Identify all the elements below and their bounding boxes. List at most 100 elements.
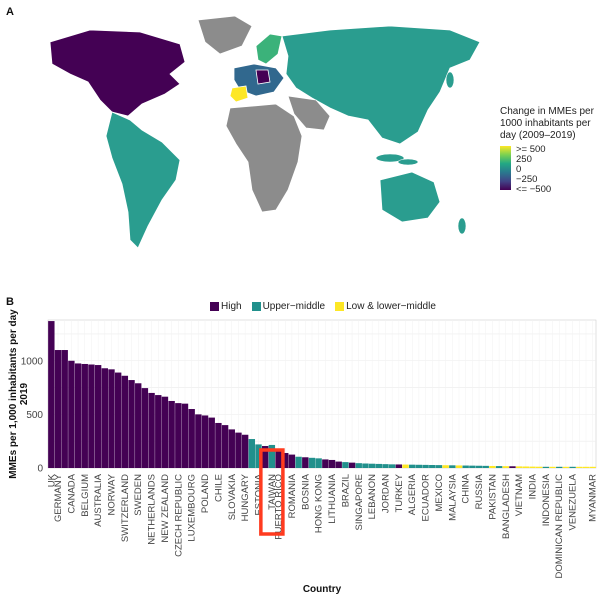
map-region-africa (225, 103, 303, 213)
map-region-australia (379, 171, 441, 223)
panel-b-label: B (6, 296, 14, 308)
x-tick-label: VENEZUELA (568, 473, 579, 530)
bar-france (168, 400, 175, 468)
x-tick-label: CHINA (461, 473, 472, 503)
bar-kazakhstan (375, 463, 382, 468)
y-tick-label: 1000 (21, 356, 44, 367)
map-legend-tick: −250 (516, 174, 538, 185)
map-region-central-and-south-america (105, 111, 181, 249)
bar-russia (475, 465, 483, 468)
x-tick-label: NETHERLANDS (147, 474, 158, 545)
map-island (457, 217, 467, 235)
bar-kenya (582, 466, 590, 468)
bar-malaysia (449, 465, 456, 468)
bar-bulgaria (335, 461, 342, 468)
bar-taiwan (268, 444, 276, 468)
x-axis-title: Country (303, 584, 342, 595)
x-tick-label: PAKISTAN (487, 474, 498, 520)
legend-item-low-lower-middle: Low & lower−middle (335, 301, 436, 312)
bar-singapore (355, 463, 362, 468)
bar-myanmar (589, 466, 596, 468)
bar-venezuela (569, 466, 576, 468)
bar-sri-lanka (536, 466, 543, 468)
x-tick-label: JORDAN (380, 474, 391, 513)
x-tick-label: TAIWAN (267, 474, 278, 510)
map-legend-tick: >= 500 (516, 144, 546, 155)
y-tick-label: 500 (26, 410, 43, 421)
bar-algeria (409, 464, 416, 468)
legend-label: Low & lower−middle (346, 301, 436, 312)
legend-label: Upper−middle (262, 301, 326, 312)
x-tick-label: GERMANY (53, 473, 64, 522)
bar-luxembourg (188, 409, 195, 468)
map-region-scandinavia (255, 33, 283, 65)
legend-label: High (221, 301, 242, 312)
bar-denmark (88, 364, 95, 468)
bar-turkey (395, 464, 403, 468)
x-tick-label: INDIA (528, 473, 539, 499)
bar-indonesia (542, 466, 550, 468)
bar-jordan (382, 464, 389, 468)
bar-puerto-rico (275, 450, 282, 468)
bar-egypt (562, 466, 570, 468)
bar-hong-kong (315, 458, 322, 468)
bar-serbia (322, 459, 329, 468)
map-region-iberia (229, 85, 249, 103)
x-tick-label: SINGAPORE (354, 474, 365, 531)
bar-saudi-arabia (509, 466, 516, 468)
bar-italy (181, 403, 189, 468)
bar-hungary (241, 434, 249, 468)
bar-finland (141, 388, 149, 468)
bar-belgium (81, 363, 88, 468)
map-legend-tick: 0 (516, 164, 522, 175)
bar-thailand (388, 464, 396, 468)
x-tick-label: TURKEY (394, 473, 405, 512)
x-tick-label: CHILE (213, 474, 224, 502)
bar-portugal (208, 417, 215, 468)
bar-korea (262, 446, 269, 468)
map-legend-title: Change in MMEs per 1000 inhabitants per … (500, 106, 594, 141)
legend-item-upper-middle: Upper−middle (251, 301, 326, 312)
bar-french-wa (522, 466, 530, 468)
map-legend-colorbar (500, 146, 511, 190)
x-tick-label: MALAYSIA (447, 473, 458, 520)
bar-pakistan (489, 465, 496, 468)
bar-uk (48, 321, 55, 468)
bar-india (529, 466, 536, 468)
bar-bosnia (302, 457, 309, 468)
bar-croatia (195, 414, 202, 468)
map-region-greenland (197, 15, 253, 55)
bar-ukraine (402, 464, 409, 468)
bar-vietnam (515, 466, 523, 468)
x-tick-label: BELGIUM (80, 474, 91, 517)
x-tick-label: CANADA (66, 473, 77, 513)
x-tick-label: DOMINICAN REPUBLIC (554, 474, 565, 579)
legend-item-high: High (210, 301, 242, 312)
highlight-box (259, 448, 285, 536)
income-group-legend: High Upper−middle Low & lower−middle (210, 301, 442, 312)
bar-philippines (549, 466, 556, 468)
bar-australia (94, 365, 102, 468)
x-tick-label: AUSTRALIA (93, 473, 104, 526)
x-tick-label: CZECH REPUBLIC (173, 474, 184, 557)
bar-new-zealand (161, 396, 169, 468)
x-tick-label: BANGLADESH (501, 474, 512, 539)
x-tick-label: SWITZERLAND (120, 474, 131, 542)
x-tick-label: LUXEMBOURG (187, 474, 198, 542)
x-tick-label: NORWAY (106, 473, 117, 515)
bar-brazil (342, 462, 349, 468)
bar-chile (215, 422, 222, 468)
bar-czech-republic (175, 403, 182, 468)
x-tick-label: VIETNAM (514, 474, 525, 516)
x-tick-label: BRAZIL (340, 474, 351, 507)
bar-peru (495, 466, 503, 468)
bar-south-africa (248, 439, 256, 468)
map-region-north-america (49, 29, 186, 117)
bar-japan (295, 456, 302, 468)
bar-colombia (362, 463, 369, 468)
bar-iceland (114, 372, 122, 468)
x-tick-label: NEW ZEALAND (160, 474, 171, 543)
bar-china (462, 465, 469, 468)
bar-spain (155, 395, 162, 468)
